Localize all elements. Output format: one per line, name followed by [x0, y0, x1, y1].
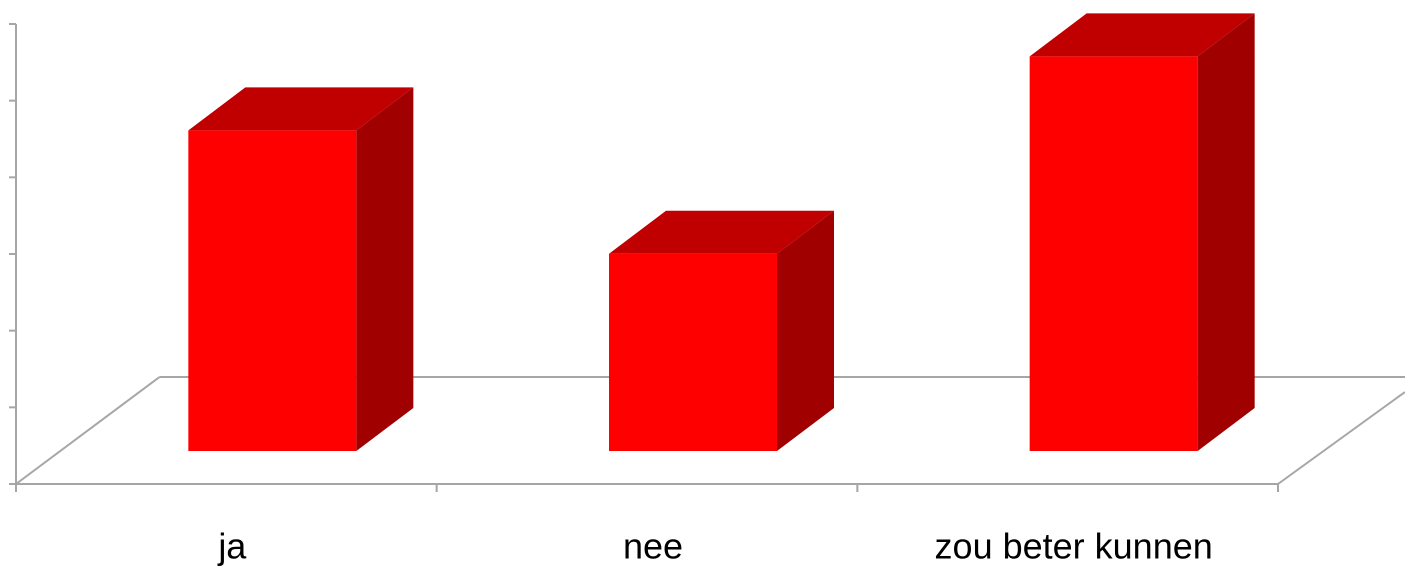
bar	[609, 253, 777, 451]
bar	[1029, 56, 1198, 452]
bar-side	[777, 210, 834, 451]
bar	[188, 130, 357, 451]
floor-edge	[1277, 391, 1405, 485]
bar-side	[1197, 13, 1255, 452]
x-tick-label: ja	[217, 526, 247, 567]
bar-top	[609, 210, 834, 254]
bar-top	[1029, 13, 1255, 57]
x-tick-label: zou beter kunnen	[935, 526, 1213, 567]
bar-side	[356, 87, 414, 452]
floor-edge	[15, 376, 161, 485]
x-tick-label: nee	[623, 526, 683, 567]
bar-top	[188, 87, 414, 131]
